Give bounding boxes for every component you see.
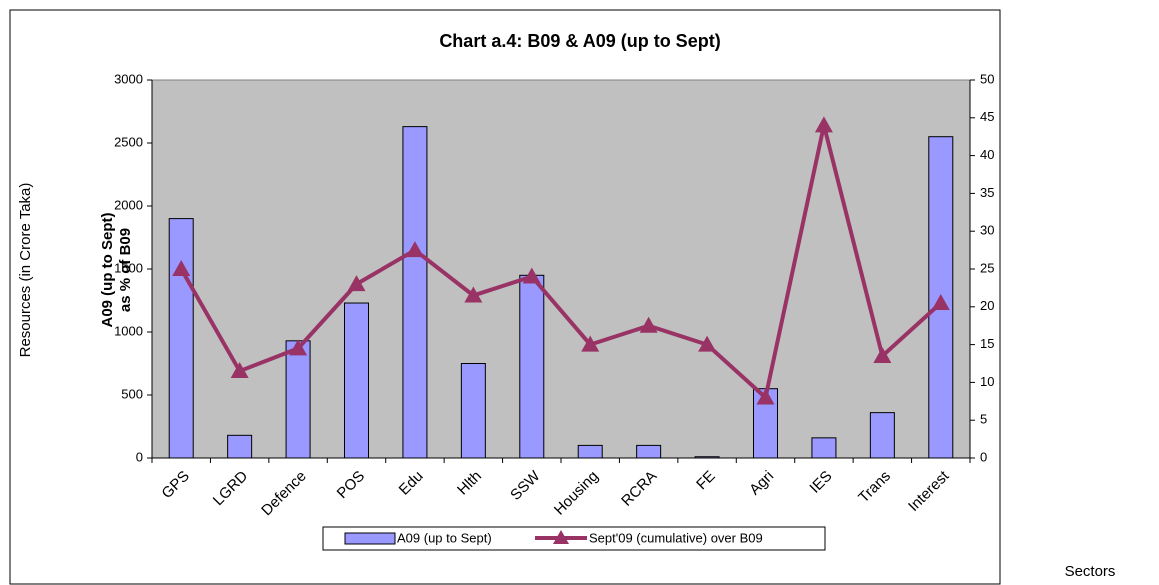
y2-tick-label: 25 — [980, 260, 994, 275]
bar — [227, 434, 253, 459]
plot-area — [151, 79, 971, 459]
marker — [172, 260, 191, 276]
bar — [344, 302, 369, 459]
y-tick-label: 2000 — [114, 197, 143, 212]
marker — [756, 388, 775, 405]
y2-tick-label: 15 — [980, 336, 994, 351]
y2-tick-label: 50 — [980, 71, 994, 86]
bar — [577, 444, 603, 459]
legend-swatch — [553, 530, 569, 544]
bar — [402, 126, 428, 459]
y-tick-label: 1500 — [114, 260, 143, 275]
marker — [698, 335, 717, 352]
bar — [811, 437, 837, 459]
y2-tick-label: 45 — [980, 109, 994, 124]
y-tick-label: 0 — [136, 449, 143, 464]
y2-axis-label: as % of B09 — [117, 228, 134, 312]
marker — [581, 335, 600, 352]
bar — [460, 363, 486, 459]
marker — [639, 316, 658, 333]
marker — [522, 267, 541, 284]
legend-swatch — [344, 532, 396, 545]
y2-tick-label: 30 — [980, 223, 994, 238]
x-axis-label: Sectors — [1065, 563, 1116, 580]
line — [179, 124, 943, 402]
marker — [230, 362, 249, 379]
bar — [285, 340, 311, 459]
y-tick-label: 500 — [121, 386, 143, 401]
legend-label: A09 (up to Sept) — [397, 530, 492, 545]
y-tick-label: 3000 — [114, 71, 143, 86]
bar — [519, 274, 545, 459]
marker — [873, 346, 892, 363]
bar — [694, 456, 720, 459]
y2-tick-label: 10 — [980, 374, 994, 389]
marker — [289, 339, 308, 356]
legend-label: Sept'09 (cumulative) over B09 — [589, 530, 763, 545]
marker — [405, 241, 424, 258]
y2-axis-label: A09 (up to Sept) — [99, 212, 116, 327]
bar — [168, 218, 194, 459]
y-tick-label: 1000 — [114, 323, 143, 338]
marker — [814, 116, 833, 133]
y2-tick-label: 5 — [980, 412, 987, 427]
y2-tick-label: 0 — [980, 449, 987, 464]
marker — [347, 275, 366, 292]
chart-title: Chart a.4: B09 & A09 (up to Sept) — [439, 31, 720, 51]
y2-tick-label: 35 — [980, 185, 994, 200]
marker — [931, 294, 950, 311]
y-tick-label: 2500 — [114, 134, 143, 149]
marker — [464, 286, 483, 303]
y-axis-label: Resources (in Crore Taka) — [17, 183, 34, 358]
y2-tick-label: 20 — [980, 298, 994, 313]
y2-tick-label: 40 — [980, 147, 994, 162]
bar — [636, 444, 662, 459]
bar — [869, 412, 895, 459]
